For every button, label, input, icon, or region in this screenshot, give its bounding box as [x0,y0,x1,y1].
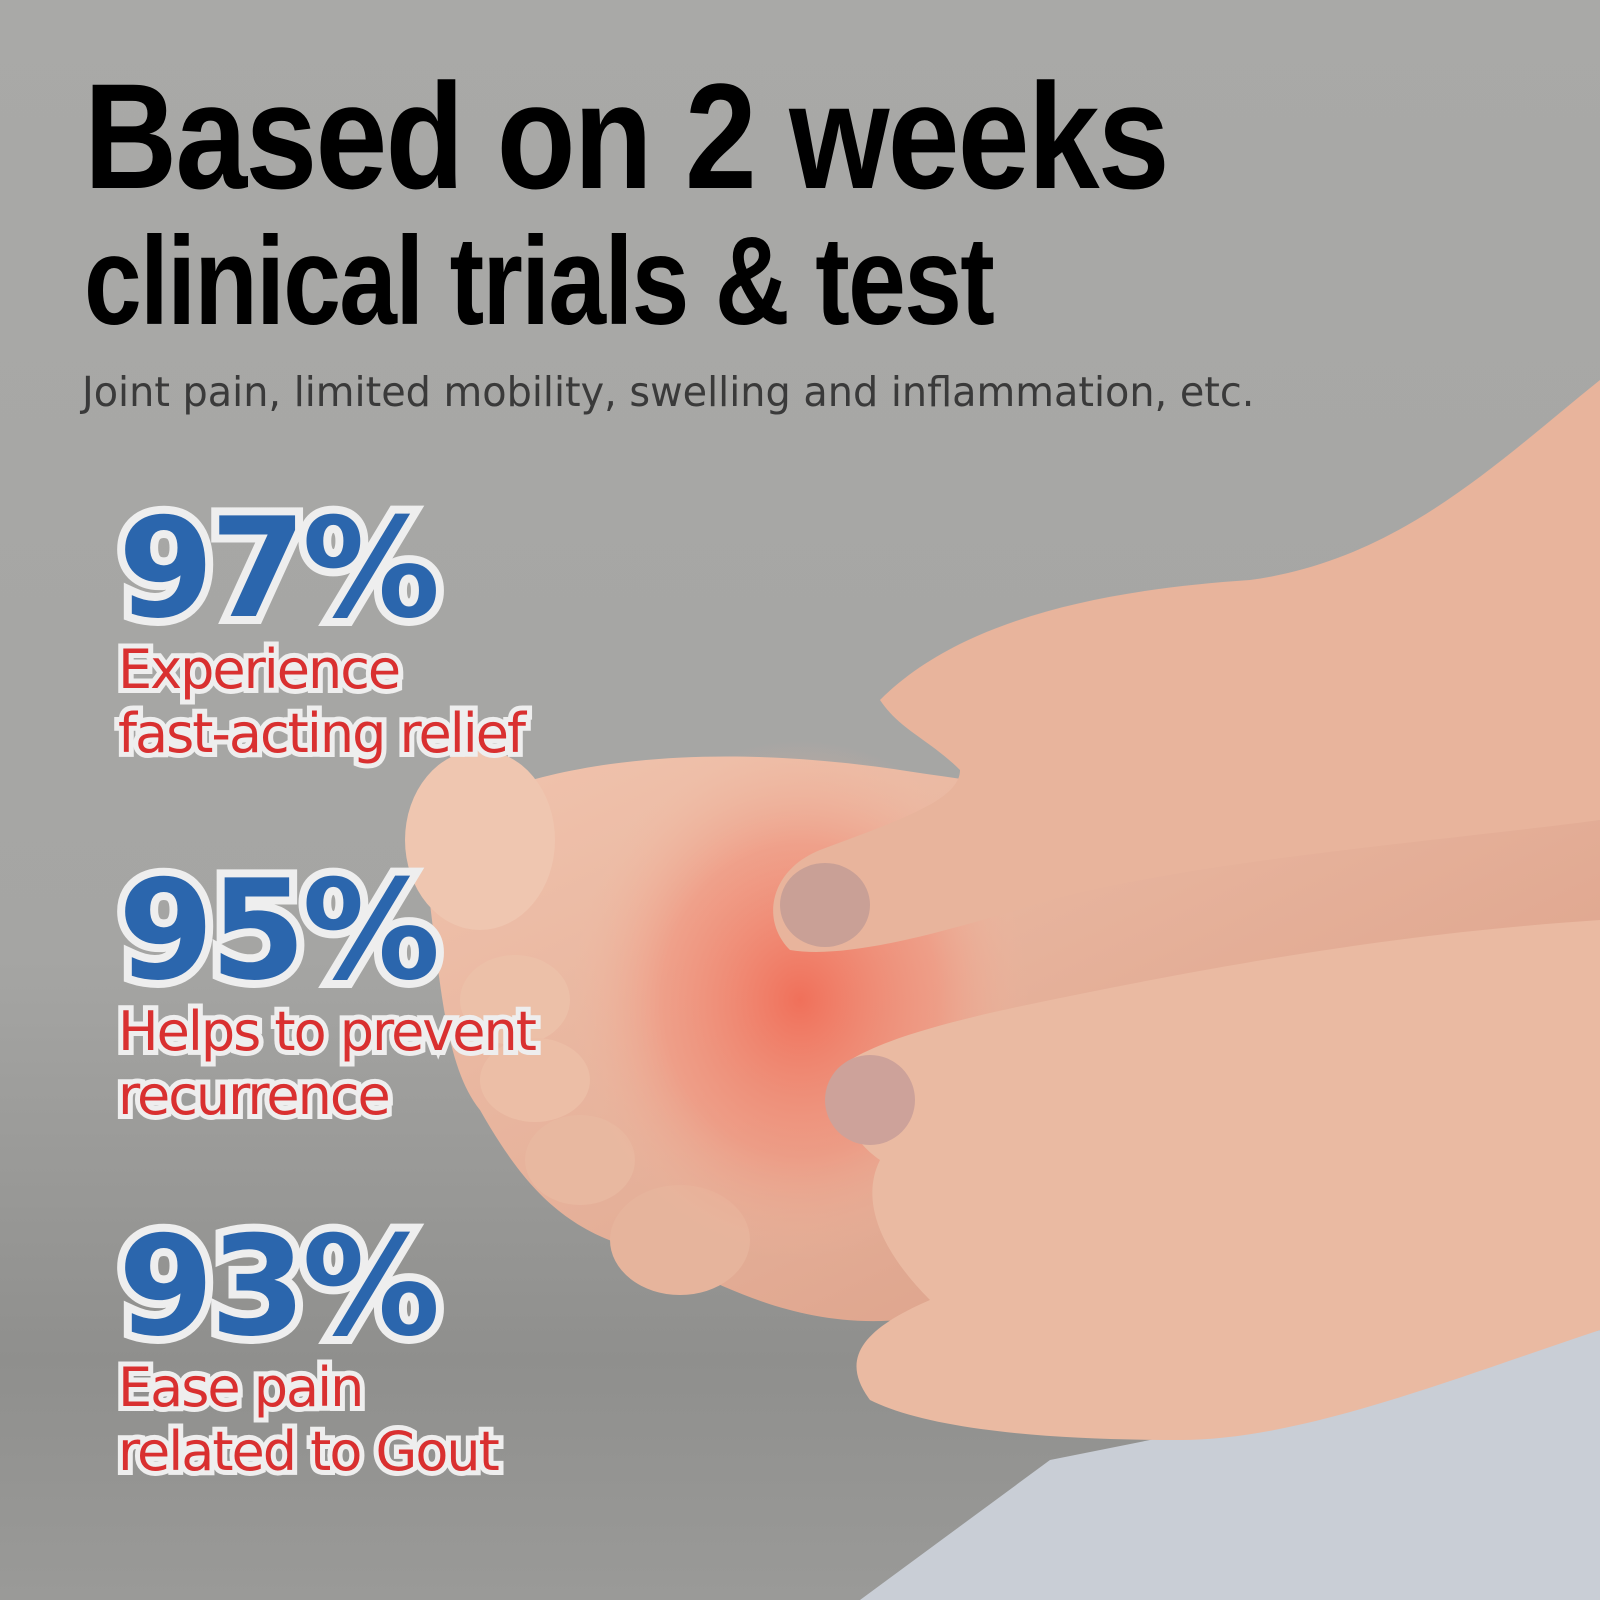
stat-description-line-1: Helps to prevent [113,995,542,1068]
toe [480,1038,590,1122]
thumbnail [780,863,870,947]
upper-hand [773,380,1600,952]
stat-description-line-1: Experience [113,633,406,706]
headline-line-1: Based on 2 weeks [84,52,1170,220]
thumbnail [825,1055,915,1145]
stat-description-line-2: recurrence [113,1059,396,1132]
headline-line-2: clinical trials & test [84,212,995,351]
pants [860,1330,1600,1600]
stat-percent: 97% [110,488,448,649]
stat-percent: 93% [110,1206,448,1367]
toe [460,955,570,1045]
stat-percent: 95% [110,850,448,1011]
stat-description-line-2: related to Gout [113,1415,505,1488]
stat-95: 95% Helps to prevent recurrence [110,850,542,1133]
subtitle: Joint pain, limited mobility, swelling a… [82,368,1255,416]
stat-description-line-2: fast-acting relief [113,697,531,770]
stat-description-line-1: Ease pain [113,1351,369,1424]
toe [405,750,555,930]
lower-hand [841,920,1600,1440]
stat-97: 97% Experience fast-acting relief [110,488,531,771]
stat-93: 93% Ease pain related to Gout [110,1206,505,1489]
